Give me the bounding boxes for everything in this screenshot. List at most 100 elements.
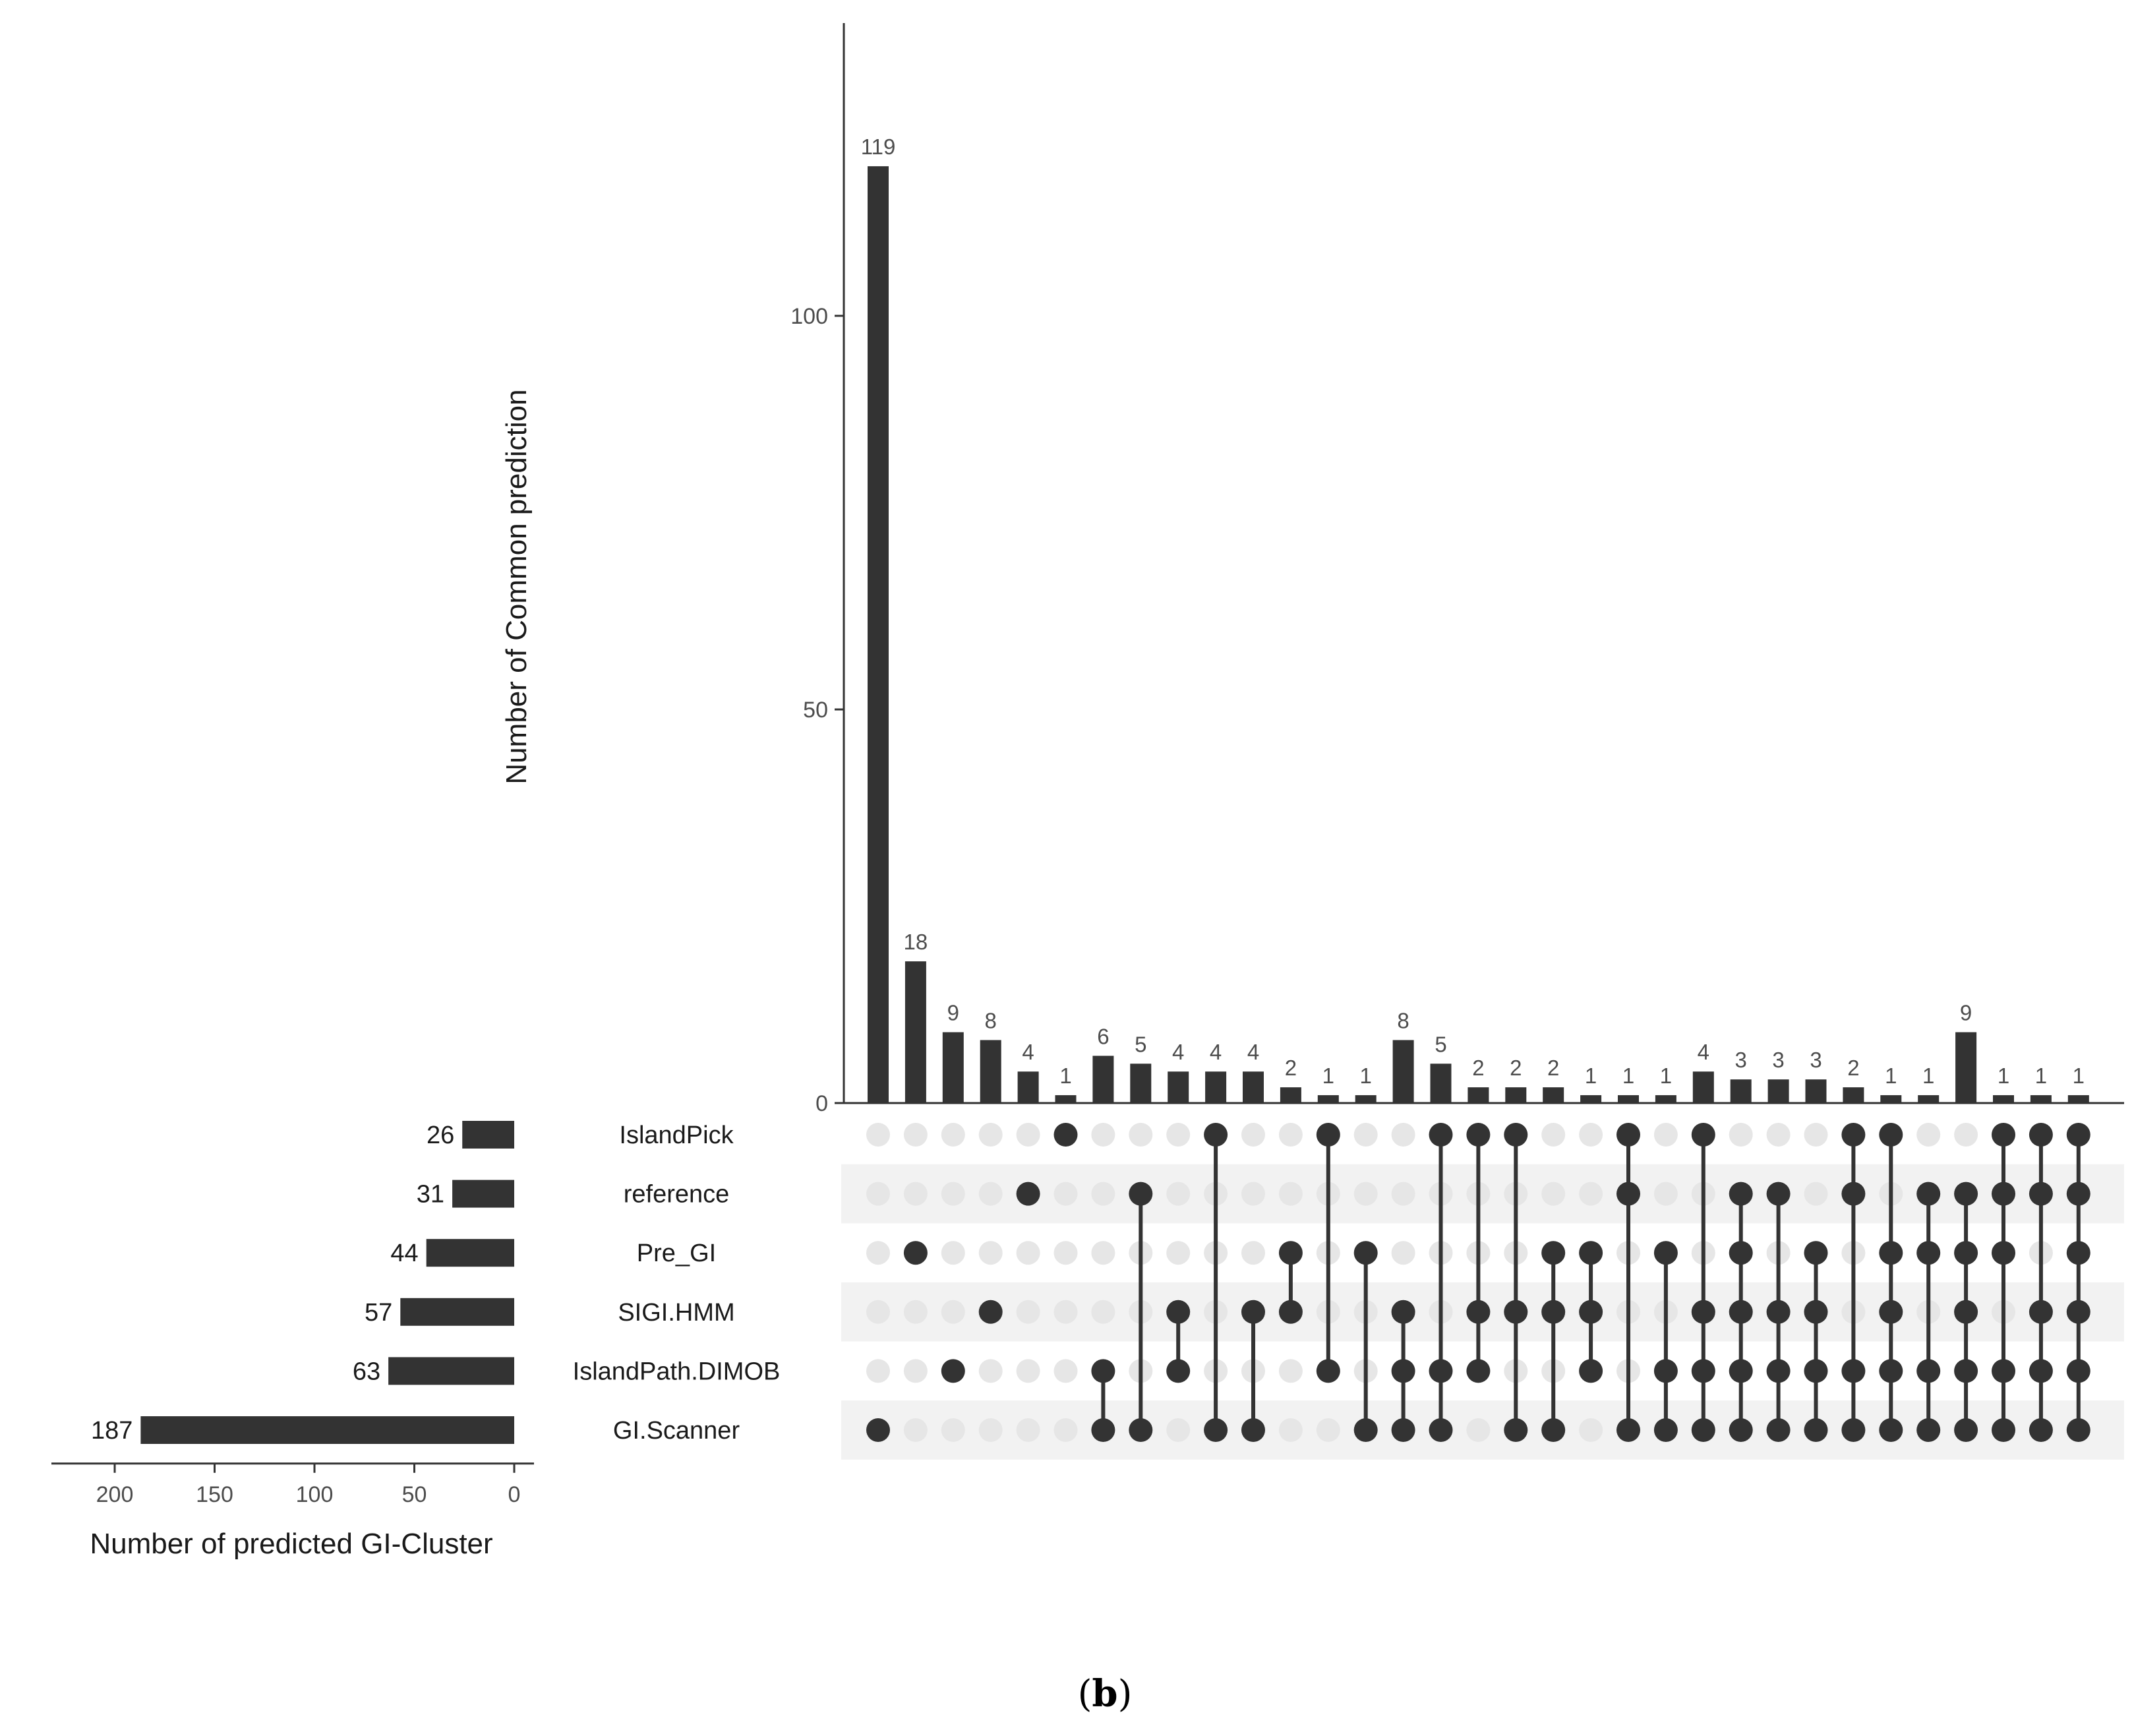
matrix-dot-inactive bbox=[1653, 1182, 1678, 1206]
caption-open-paren: ( bbox=[1078, 1673, 1092, 1716]
set-size-label-sigi-hmm: 57 bbox=[365, 1299, 392, 1327]
matrix-dot-inactive bbox=[941, 1418, 965, 1442]
matrix-dot-inactive bbox=[866, 1123, 890, 1147]
intersection-bar-label-32: 1 bbox=[2035, 1063, 2047, 1088]
intersection-bar-label-22: 1 bbox=[1660, 1063, 1672, 1088]
set-size-label-gi-scanner: 187 bbox=[91, 1417, 133, 1445]
matrix-dot-inactive bbox=[1579, 1418, 1603, 1442]
matrix-dot-active bbox=[1729, 1241, 1753, 1265]
matrix-dot-active bbox=[2066, 1241, 2090, 1265]
intersection-bar-label-7: 6 bbox=[1097, 1024, 1109, 1048]
matrix-dot-active bbox=[1091, 1359, 1115, 1383]
matrix-dot-active bbox=[1992, 1418, 2015, 1442]
matrix-dot-active bbox=[1204, 1123, 1228, 1147]
matrix-dot-active bbox=[1841, 1359, 1866, 1383]
matrix-dot-active bbox=[1241, 1418, 1265, 1442]
intersection-bar-5 bbox=[1017, 1071, 1039, 1103]
matrix-dot-inactive bbox=[1241, 1241, 1265, 1265]
matrix-dot-active bbox=[1879, 1359, 1903, 1383]
intersection-bar-9 bbox=[1168, 1071, 1189, 1103]
intersection-bar-8 bbox=[1130, 1063, 1152, 1103]
set-label-islandpath-dimob: IslandPath.DIMOB bbox=[573, 1358, 781, 1385]
matrix-dot-inactive bbox=[1053, 1418, 1078, 1442]
matrix-dot-active bbox=[2029, 1359, 2053, 1383]
intersection-bar-label-11: 4 bbox=[1247, 1040, 1259, 1064]
matrix-dot-active bbox=[1916, 1418, 1941, 1442]
set-label-sigi-hmm: SIGI.HMM bbox=[618, 1299, 734, 1327]
matrix-dot-active bbox=[1053, 1123, 1078, 1147]
matrix-dot-active bbox=[1466, 1300, 1491, 1324]
intersection-bar-17 bbox=[1467, 1087, 1489, 1103]
matrix-dot-active bbox=[1992, 1123, 2015, 1147]
set-size-label-pre-gi: 44 bbox=[390, 1240, 418, 1267]
matrix-dot-inactive bbox=[1541, 1123, 1566, 1147]
matrix-dot-inactive bbox=[1091, 1182, 1115, 1206]
matrix-dot-inactive bbox=[1316, 1418, 1340, 1442]
intersection-bar-10 bbox=[1205, 1071, 1227, 1103]
intersection-bar-18 bbox=[1505, 1087, 1527, 1103]
matrix-dot-inactive bbox=[1053, 1182, 1078, 1206]
intersection-bar-label-30: 9 bbox=[1960, 1001, 1972, 1025]
matrix-dot-active bbox=[978, 1300, 1003, 1324]
intersection-bar-25 bbox=[1767, 1079, 1789, 1103]
matrix-dot-inactive bbox=[1016, 1359, 1040, 1383]
matrix-dot-active bbox=[1166, 1300, 1191, 1324]
matrix-dot-inactive bbox=[1166, 1241, 1191, 1265]
matrix-dot-active bbox=[1653, 1359, 1678, 1383]
matrix-dot-inactive bbox=[1091, 1300, 1115, 1324]
set-size-x-axis: 200 150 100 50 0 bbox=[51, 1462, 534, 1507]
matrix-dot-inactive bbox=[1278, 1418, 1303, 1442]
matrix-dot-active bbox=[1841, 1123, 1866, 1147]
matrix-dot-active bbox=[1391, 1418, 1415, 1442]
intersection-bar-label-4: 8 bbox=[985, 1008, 997, 1033]
y-tick-label-0: 0 bbox=[815, 1091, 828, 1116]
intersection-bar-label-19: 2 bbox=[1547, 1056, 1559, 1080]
matrix-dot-active bbox=[1616, 1182, 1640, 1206]
y-axis-title: Number of Common prediction bbox=[500, 389, 533, 784]
matrix-dot-active bbox=[1691, 1123, 1715, 1147]
intersection-bar-label-27: 2 bbox=[1847, 1056, 1859, 1080]
matrix-dot-active bbox=[1691, 1359, 1715, 1383]
matrix-dot-inactive bbox=[941, 1182, 965, 1206]
matrix-dot-active bbox=[1579, 1241, 1603, 1265]
intersection-bar-4 bbox=[980, 1040, 1001, 1103]
matrix-dot-inactive bbox=[1016, 1300, 1040, 1324]
matrix-dot-active bbox=[1916, 1359, 1941, 1383]
matrix-dot-active bbox=[1504, 1300, 1528, 1324]
matrix-dot-active bbox=[1579, 1300, 1603, 1324]
matrix-dot-inactive bbox=[978, 1241, 1003, 1265]
set-size-bar-gi-scanner bbox=[140, 1416, 514, 1444]
matrix-dot-inactive bbox=[1166, 1418, 1191, 1442]
matrix-dot-inactive bbox=[866, 1300, 890, 1324]
matrix-dot-inactive bbox=[1166, 1182, 1191, 1206]
matrix-dot-inactive bbox=[1729, 1123, 1753, 1147]
set-size-tick-label-150: 150 bbox=[196, 1482, 233, 1507]
matrix-dot-inactive bbox=[1954, 1123, 1978, 1147]
matrix-dot-inactive bbox=[941, 1300, 965, 1324]
intersection-bar-14 bbox=[1355, 1095, 1377, 1103]
intersection-bar-30 bbox=[1955, 1032, 1977, 1103]
intersection-bar-1 bbox=[868, 166, 889, 1103]
set-size-tick-label-100: 100 bbox=[296, 1482, 334, 1507]
matrix-dot-active bbox=[1992, 1359, 2015, 1383]
matrix-dot-active bbox=[1766, 1359, 1791, 1383]
matrix-dot-active bbox=[1729, 1300, 1753, 1324]
matrix-dot-active bbox=[1879, 1241, 1903, 1265]
matrix-dot-inactive bbox=[1016, 1241, 1040, 1265]
matrix-dot-active bbox=[1129, 1182, 1153, 1206]
matrix-dot-inactive bbox=[1053, 1300, 1078, 1324]
matrix-dot-active bbox=[2029, 1182, 2053, 1206]
matrix-dot-active bbox=[1691, 1418, 1715, 1442]
matrix-dot-active bbox=[1429, 1418, 1453, 1442]
intersection-y-axis: 0 50 100 bbox=[790, 23, 2124, 1116]
set-size-bar-pre-gi bbox=[426, 1239, 514, 1267]
matrix-dot-inactive bbox=[866, 1359, 890, 1383]
matrix-dot-active bbox=[2066, 1182, 2090, 1206]
matrix-dot-active bbox=[1841, 1418, 1866, 1442]
intersection-bar-33 bbox=[2067, 1095, 2089, 1103]
set-size-bar-islandpath-dimob bbox=[388, 1357, 514, 1385]
matrix-dot-active bbox=[1278, 1300, 1303, 1324]
matrix-dot-active bbox=[1541, 1241, 1566, 1265]
intersection-bar-2 bbox=[904, 961, 926, 1103]
